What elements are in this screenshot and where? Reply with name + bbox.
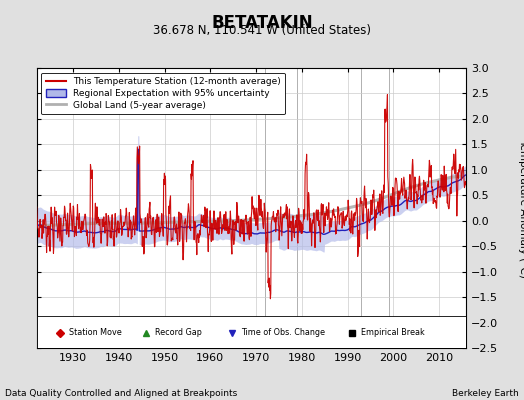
Text: Time of Obs. Change: Time of Obs. Change (241, 328, 325, 337)
Text: Empirical Break: Empirical Break (361, 328, 425, 337)
Legend: This Temperature Station (12-month average), Regional Expectation with 95% uncer: This Temperature Station (12-month avera… (41, 72, 285, 114)
Text: Berkeley Earth: Berkeley Earth (452, 389, 519, 398)
Y-axis label: Temperature Anomaly (°C): Temperature Anomaly (°C) (518, 138, 524, 278)
Text: Station Move: Station Move (69, 328, 122, 337)
Text: 36.678 N, 110.541 W (United States): 36.678 N, 110.541 W (United States) (153, 24, 371, 37)
Bar (37, 316, 466, 348)
Text: Record Gap: Record Gap (155, 328, 202, 337)
Text: BETATAKIN: BETATAKIN (211, 14, 313, 32)
Text: Data Quality Controlled and Aligned at Breakpoints: Data Quality Controlled and Aligned at B… (5, 389, 237, 398)
